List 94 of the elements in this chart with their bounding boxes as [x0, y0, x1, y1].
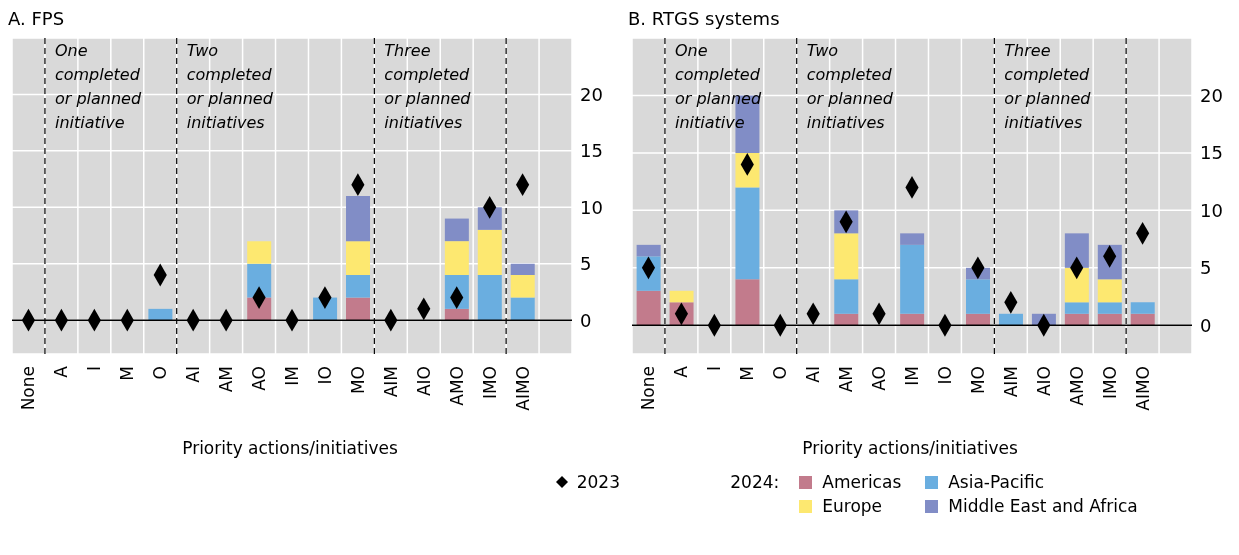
x-axis-title: Priority actions/initiatives	[801, 438, 1019, 458]
legend-label: Americas	[822, 472, 902, 492]
x-tick-label: AM	[216, 366, 237, 393]
x-tick-label: IM	[902, 366, 922, 386]
x-tick-label: AO	[249, 366, 270, 391]
bar	[834, 279, 859, 314]
x-tick-label: MO	[967, 366, 988, 395]
bar	[900, 244, 925, 314]
legend-title: 2024:	[730, 472, 780, 492]
x-tick-label: A	[671, 365, 692, 378]
x-tick-label: None	[638, 366, 659, 411]
x-tick-label: AO	[869, 366, 890, 391]
x-tick-label: AIO	[1033, 366, 1054, 397]
chart-title: B. RTGS systems	[628, 8, 781, 31]
annotation: Three completed or planned initiatives	[1004, 41, 1092, 132]
bar	[1097, 302, 1122, 314]
bar	[477, 229, 502, 275]
x-tick-label: AIO	[413, 366, 434, 397]
annotation: Two completed or planned initiatives	[186, 41, 274, 132]
x-tick-label: AI	[183, 366, 204, 383]
bar	[477, 275, 502, 321]
annotation: One completed or planned initiative	[674, 41, 762, 132]
x-tick-label: A	[51, 365, 72, 378]
x-tick-label: IMO	[479, 366, 500, 400]
bar	[346, 275, 371, 298]
x-tick-label: AMO	[446, 366, 467, 406]
y-tick-label: 0	[580, 309, 592, 331]
x-tick-label: O	[770, 366, 791, 380]
annotation: One completed or planned initiative	[54, 41, 142, 132]
bar	[966, 313, 991, 326]
bar	[1064, 302, 1089, 314]
bar	[346, 297, 371, 321]
x-tick-label: IO	[314, 366, 335, 385]
x-tick-label: AIMO	[1132, 366, 1153, 411]
x-tick-label: AIM	[1000, 366, 1021, 398]
bar	[510, 263, 535, 275]
bar	[966, 279, 991, 314]
legend-label: Europe	[822, 496, 883, 516]
x-tick-label: O	[150, 366, 171, 380]
x-tick-label: AIM	[380, 366, 401, 398]
x-tick-label: AMO	[1066, 366, 1087, 406]
legend-label: 2023	[576, 472, 620, 492]
bar	[636, 244, 661, 257]
bar	[1130, 313, 1155, 326]
bar	[834, 233, 859, 280]
x-tick-label: I	[84, 366, 105, 372]
y-tick-label: 15	[580, 140, 603, 162]
bar	[444, 241, 469, 275]
y-tick-label: 20	[1200, 84, 1223, 106]
bar	[1097, 313, 1122, 326]
legend-label: Asia-Pacific	[948, 472, 1045, 492]
bar	[510, 275, 535, 298]
chart-title: A. FPS	[8, 8, 66, 31]
x-tick-label: MO	[347, 366, 368, 395]
y-tick-label: 15	[1200, 142, 1223, 164]
x-tick-label: AI	[803, 366, 824, 383]
y-tick-label: 5	[580, 253, 592, 275]
y-tick-label: 20	[580, 83, 603, 105]
y-tick-label: 10	[580, 196, 603, 218]
bar	[998, 313, 1023, 326]
bar	[735, 187, 760, 280]
x-tick-label: AM	[836, 366, 857, 393]
bar	[1130, 302, 1155, 314]
bar	[510, 297, 535, 321]
x-tick-label: M	[117, 366, 138, 381]
bar	[669, 290, 694, 303]
x-tick-label: M	[737, 366, 758, 381]
legend-label: Middle East and Africa	[948, 496, 1138, 516]
bar	[346, 196, 371, 242]
bar	[444, 218, 469, 242]
annotation: Three completed or planned initiatives	[384, 41, 472, 132]
x-tick-label: IMO	[1099, 366, 1120, 400]
x-tick-label: IO	[934, 366, 955, 385]
bar	[1064, 313, 1089, 326]
bar	[1097, 279, 1122, 303]
x-tick-label: IM	[282, 366, 302, 386]
y-tick-label: 10	[1200, 199, 1223, 221]
bar	[900, 313, 925, 326]
annotation: Two completed or planned initiatives	[806, 41, 894, 132]
bar	[346, 241, 371, 275]
bar	[247, 241, 272, 264]
bar	[1064, 233, 1089, 268]
x-tick-label: None	[18, 366, 39, 411]
bar	[900, 233, 925, 245]
x-tick-label: I	[704, 366, 725, 372]
bar	[834, 313, 859, 326]
bar	[636, 290, 661, 326]
x-tick-label: AIMO	[512, 366, 533, 411]
x-axis-title: Priority actions/initiatives	[181, 438, 399, 458]
bar	[1064, 267, 1089, 303]
bar	[735, 279, 760, 326]
bar	[247, 263, 272, 298]
y-tick-label: 0	[1200, 314, 1212, 336]
y-tick-label: 5	[1200, 257, 1212, 279]
